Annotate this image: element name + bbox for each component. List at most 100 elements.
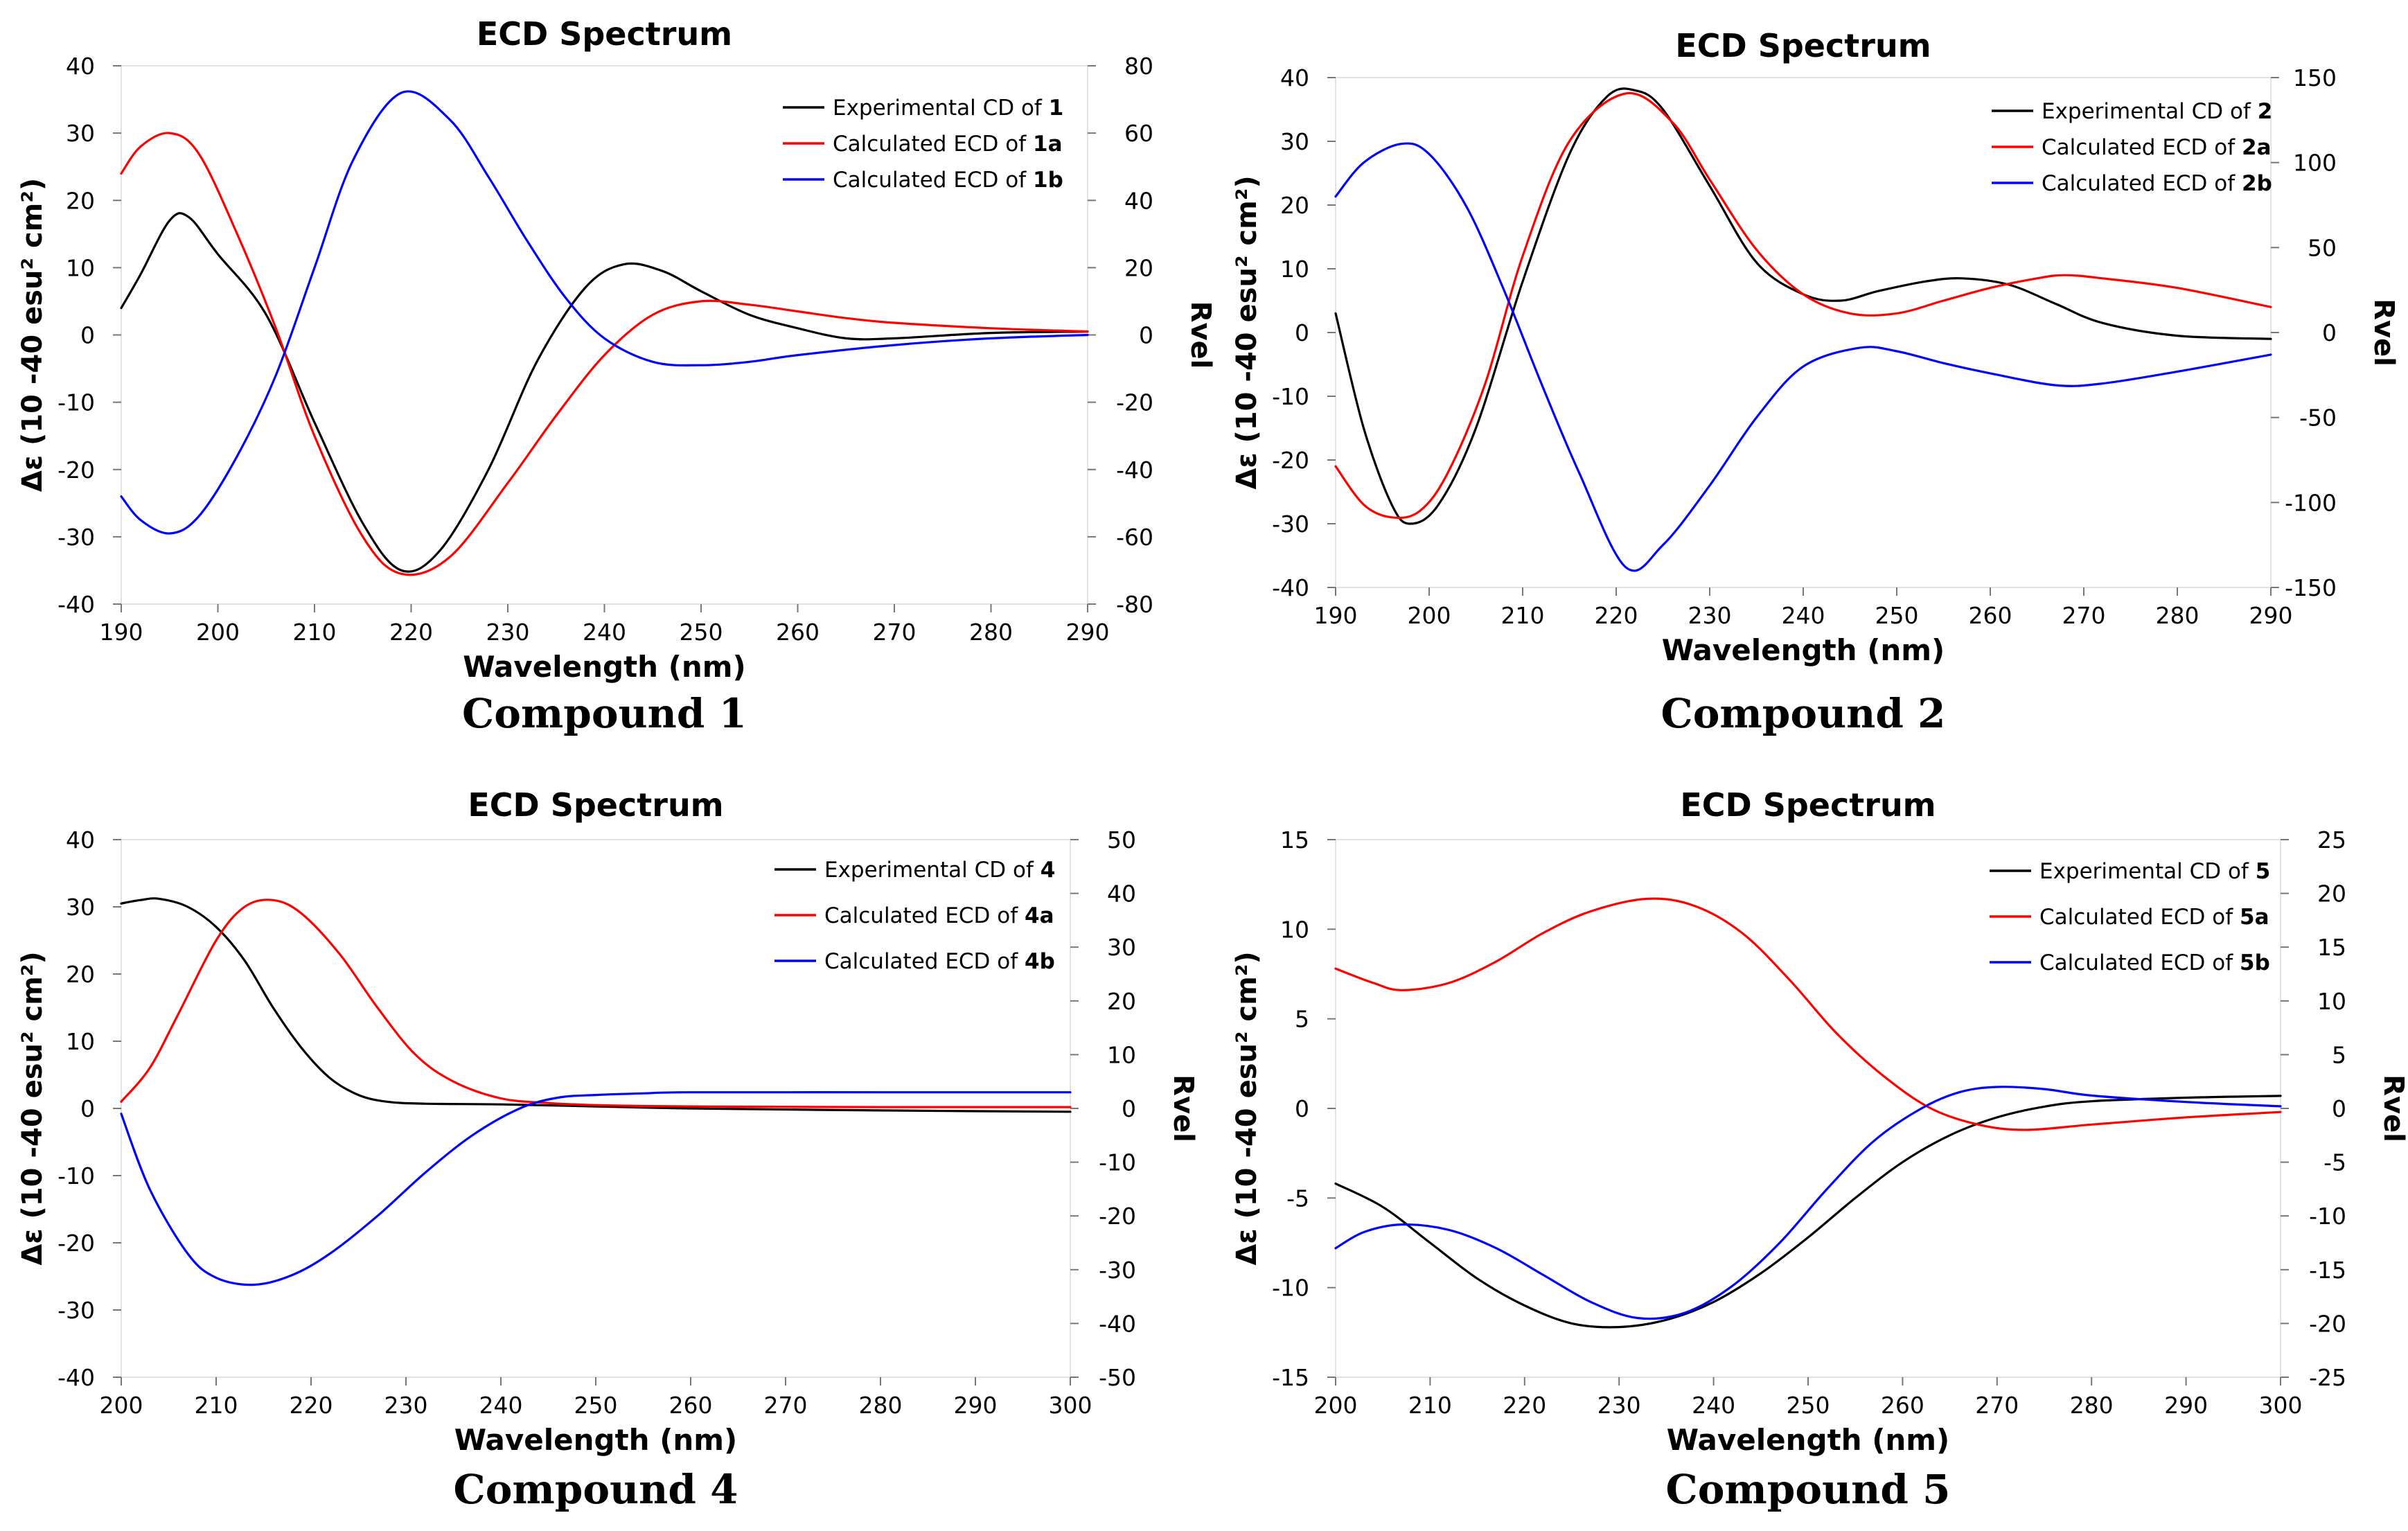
legend-label-text: Calculated ECD of [824,949,1025,974]
y2-tick-label: 5 [2332,1041,2346,1068]
y-tick-label: 10 [66,1028,95,1055]
y2-tick-label: 150 [2293,64,2337,91]
y-tick-label: 0 [80,1095,95,1122]
series-line-2 [120,899,1072,1108]
legend-label-compound: 1 [1049,96,1064,121]
y2-tick-label: 20 [1124,254,1153,281]
y2-tick-label: -10 [2309,1203,2346,1230]
y-tick-label: 10 [66,254,95,281]
legend-label-text: Calculated ECD of [833,132,1033,157]
legend: Experimental CD of 1 Calculated ECD of 1a… [783,96,1063,193]
y-tick-label: 20 [1280,192,1309,219]
legend-label-text: Calculated ECD of [824,903,1025,928]
x-tick-label: 200 [196,619,240,646]
x-tick-label: 270 [2062,602,2106,629]
y-tick-label: 40 [1280,64,1309,91]
x-tick-label: 250 [1787,1392,1830,1419]
legend-label-compound: 1b [1033,168,1063,193]
x-axis-label: Wavelength (nm) [1667,1423,1950,1457]
x-tick-label: 230 [1688,602,1732,629]
legend-label-3: Calculated ECD of 5b [2039,950,2270,975]
y2-tick-label: 0 [2322,319,2337,346]
x-tick-label: 220 [1595,602,1638,629]
legend-label-3: Calculated ECD of 1b [833,168,1063,193]
x-tick-label: 250 [1875,602,1919,629]
y-tick-label: -20 [1272,447,1309,474]
x-tick-label: 270 [1975,1392,2019,1419]
series-line-3 [1334,142,2272,572]
legend: Experimental CD of 4 Calculated ECD of 4a… [774,858,1055,974]
y2-tick-label: -30 [1099,1257,1136,1284]
legend-label-compound: 4 [1041,858,1056,883]
x-tick-label: 240 [479,1392,523,1419]
x-tick-label: 290 [2164,1392,2208,1419]
series-line-1 [120,897,1072,1113]
x-tick-label: 220 [290,1392,333,1419]
y-axis-label: Δε (10 -40 esu² cm²) [17,951,48,1265]
y-axis-label: Δε (10 -40 esu² cm²) [17,178,48,492]
y-tick-label: 30 [66,894,95,921]
y2-tick-label: -40 [1099,1310,1136,1337]
y2-tick-label: -5 [2323,1149,2346,1176]
x-tick-label: 260 [669,1392,713,1419]
y-tick-label: 0 [80,322,95,349]
y2-tick-label: 10 [1107,1041,1136,1068]
x-tick-label: 210 [195,1392,238,1419]
x-tick-label: 190 [100,619,143,646]
x-tick-label: 280 [859,1392,903,1419]
x-axis-label: Wavelength (nm) [454,1423,738,1457]
x-tick-label: 270 [764,1392,808,1419]
x-tick-label: 200 [1408,602,1451,629]
x-tick-label: 200 [100,1392,143,1419]
y2-tick-label: 15 [2317,934,2346,961]
legend-label-1: Experimental CD of 2 [2042,99,2272,124]
chart-title: ECD Spectrum [1680,786,1936,824]
series-line-3 [1334,1086,2282,1320]
y2-tick-label: 20 [1107,988,1136,1015]
x-tick-label: 240 [1782,602,1825,629]
legend-label-2: Calculated ECD of 1a [833,132,1063,157]
y-tick-label: -10 [57,1162,95,1189]
series-line-2 [120,132,1089,576]
y-tick-label: -30 [57,1297,95,1324]
legend-label-compound: 5a [2240,905,2269,930]
legend-label-text: Calculated ECD of [833,168,1033,193]
chart-title: ECD Spectrum [468,786,723,824]
y2-tick-label: 0 [1139,322,1153,349]
x-tick-label: 240 [583,619,626,646]
legend: Experimental CD of 5 Calculated ECD of 5a… [1990,859,2270,975]
legend-label-compound: 2b [2242,171,2272,196]
panel-caption: Compound 4 [454,1466,738,1513]
y-axis-label: Δε (10 -40 esu² cm²) [1231,175,1263,489]
y2-tick-label: 10 [2317,988,2346,1015]
y-tick-label: -40 [1272,574,1309,601]
y2-tick-label: -50 [1099,1364,1136,1391]
y2-tick-label: 0 [1122,1095,1136,1122]
y-tick-label: 30 [1280,128,1309,155]
legend: Experimental CD of 2 Calculated ECD of 2a… [1992,99,2272,196]
y-tick-label: -10 [1272,1275,1309,1302]
y2-tick-label: -20 [2309,1310,2346,1337]
y-tick-label: -30 [1272,511,1309,538]
y2-axis-label: Rvel [2368,299,2400,366]
y-tick-label: 40 [66,53,95,80]
y2-tick-label: -20 [1116,389,1153,416]
x-tick-label: 200 [1314,1392,1358,1419]
y2-tick-label: -100 [2285,489,2337,516]
y-axis-label: Δε (10 -40 esu² cm²) [1231,951,1263,1265]
legend-label-compound: 1a [1033,132,1063,157]
y2-axis-label: Rvel [2378,1074,2408,1142]
x-axis-label: Wavelength (nm) [1662,633,1945,667]
legend-label-1: Experimental CD of 4 [824,858,1055,883]
x-tick-label: 190 [1314,602,1358,629]
series-line-1 [1334,1095,2282,1329]
x-tick-label: 240 [1692,1392,1735,1419]
x-tick-label: 280 [969,619,1013,646]
y2-tick-label: 50 [1107,826,1136,853]
y2-tick-label: 20 [2317,880,2346,908]
y2-tick-label: 80 [1124,53,1153,80]
